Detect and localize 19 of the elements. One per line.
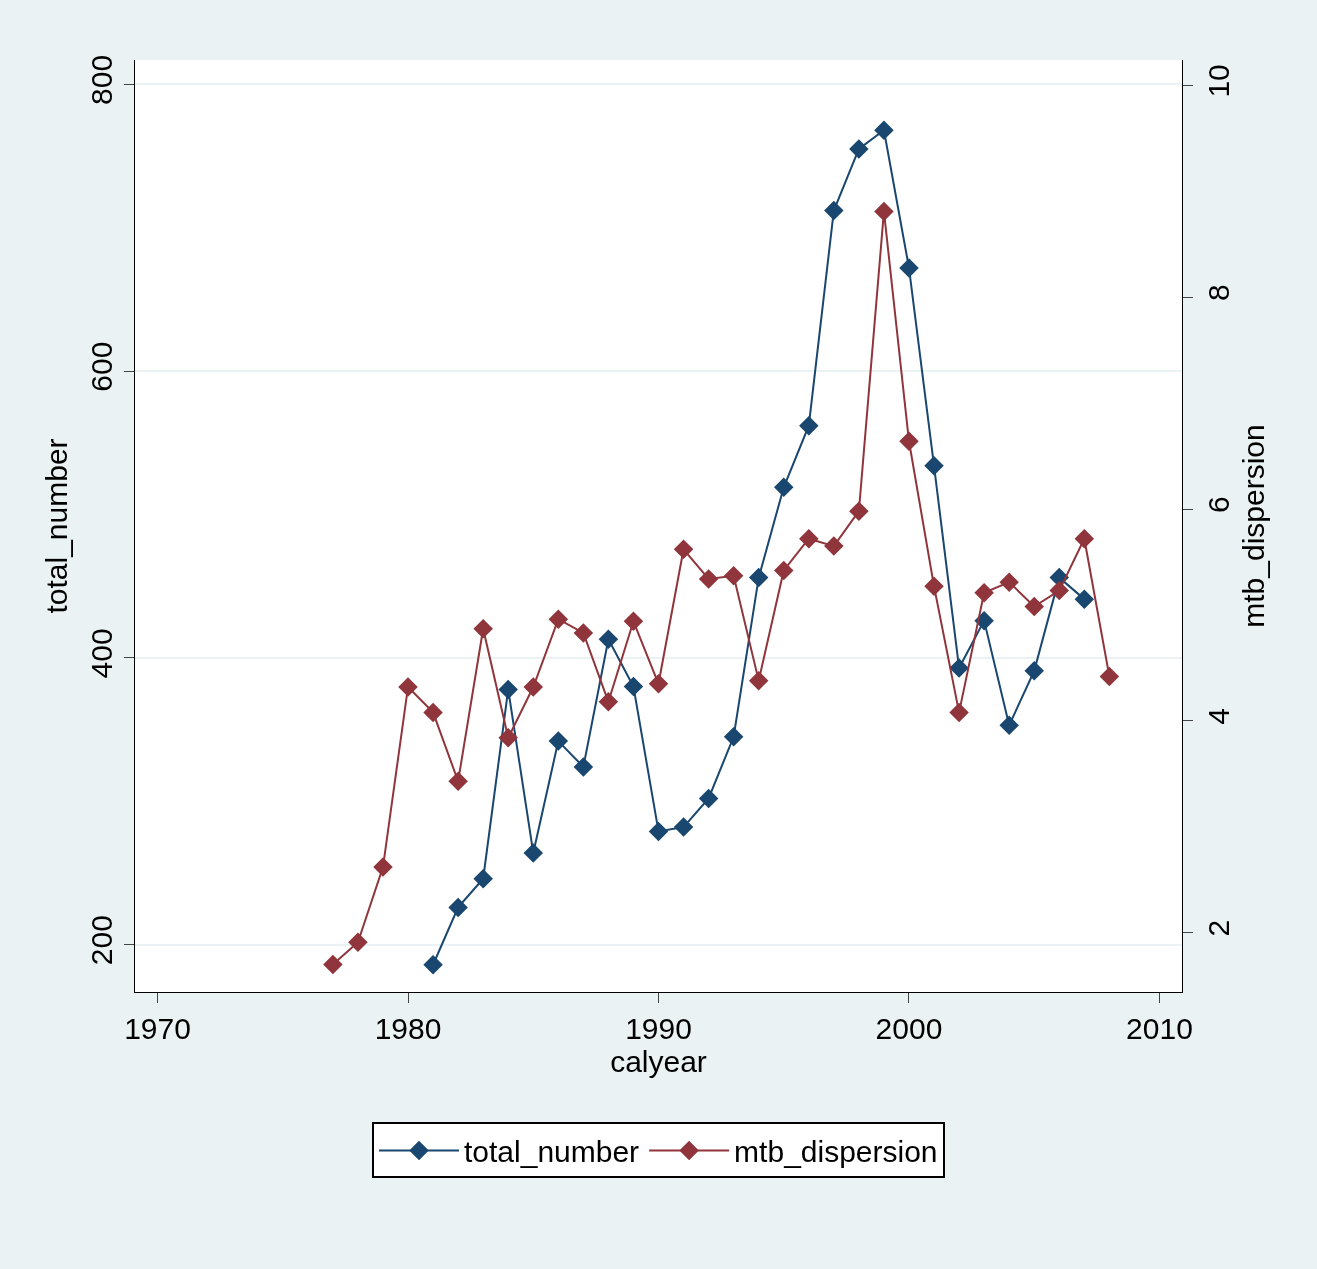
x-tick-label: 2000 (875, 1012, 943, 1045)
legend-label: mtb_dispersion (734, 1135, 938, 1169)
y2-tick-label: 10 (1202, 64, 1235, 98)
y2-tick-label: 8 (1202, 284, 1235, 302)
y2-tick-label: 4 (1202, 708, 1235, 725)
y2-tick-label: 6 (1202, 496, 1235, 513)
x-axis-title: calyear (610, 1045, 707, 1078)
x-tick-label: 1980 (374, 1012, 442, 1045)
y-tick-label: 600 (85, 341, 118, 392)
x-tick-label: 1970 (124, 1012, 191, 1045)
y-tick-label: 200 (85, 915, 118, 966)
x-tick-label: 1990 (625, 1012, 692, 1045)
legend-label: total_number (464, 1135, 640, 1169)
x-tick-label: 2010 (1126, 1012, 1193, 1045)
y2-axis-title: mtb_dispersion (1236, 424, 1270, 628)
y-tick-label: 800 (85, 54, 118, 105)
y-axis-title: total_number (40, 438, 73, 614)
y-tick-label: 400 (85, 628, 118, 679)
y2-tick-label: 2 (1202, 919, 1235, 937)
